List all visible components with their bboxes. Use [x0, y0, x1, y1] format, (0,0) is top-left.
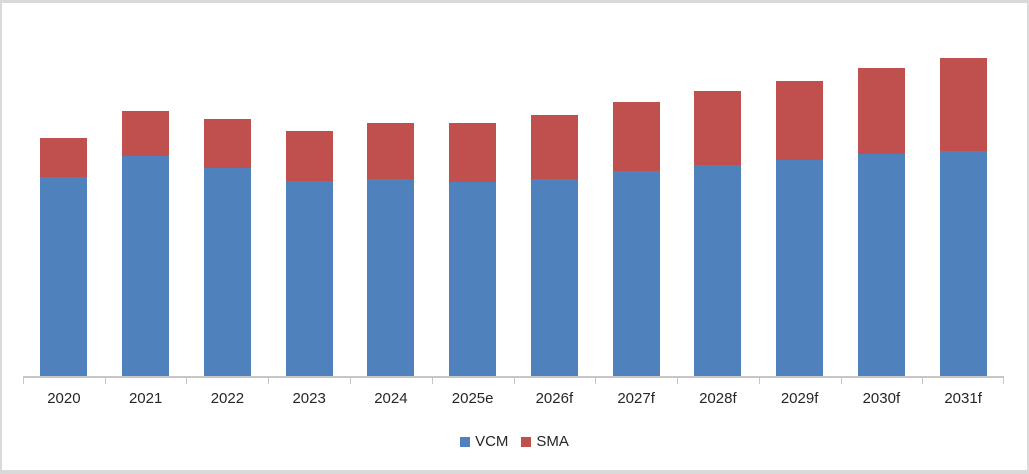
bar-segment-sma-2021: [122, 111, 170, 156]
legend-item-vcm: VCM: [460, 433, 508, 450]
bar-segment-vcm-2024: [367, 179, 415, 376]
category-cell-2027f: [595, 102, 677, 376]
stacked-bar-2020: [40, 137, 88, 376]
stacked-bar-2024: [367, 122, 415, 376]
bar-segment-sma-2023: [285, 131, 333, 181]
category-cell-2023: [268, 131, 350, 376]
category-cell-2021: [105, 111, 187, 376]
stacked-bar-2028f: [694, 90, 742, 376]
bar-segment-sma-2027f: [612, 102, 660, 172]
stacked-bar-2021: [122, 111, 170, 376]
stacked-bar-2026f: [530, 115, 578, 376]
stacked-bar-2030f: [857, 67, 905, 376]
x-axis-label-2026f: 2026f: [535, 390, 574, 407]
x-axis-tick: [268, 376, 270, 384]
stacked-bar-2022: [203, 119, 251, 376]
x-axis-tick: [23, 376, 24, 384]
bar-segment-vcm-2029f: [776, 159, 824, 376]
x-axis-ticks: [23, 376, 1004, 384]
x-axis-label-2031f: 2031f: [944, 390, 982, 407]
bar-segment-vcm-2027f: [612, 171, 660, 376]
category-cell-2030f: [841, 67, 923, 376]
stacked-bar-2031f: [939, 58, 987, 376]
x-axis-tick: [349, 376, 351, 384]
x-axis-label-2025e: 2025e: [451, 390, 494, 407]
x-axis-label-2022: 2022: [210, 390, 245, 407]
bar-segment-vcm-2022: [203, 168, 251, 376]
plot-area: [23, 10, 1004, 376]
x-axis-tick: [513, 376, 515, 384]
stacked-bar-2023: [285, 131, 333, 376]
category-cell-2026f: [514, 115, 596, 376]
bar-segment-vcm-2026f: [530, 178, 578, 376]
bar-segment-sma-2028f: [694, 90, 742, 165]
x-axis-tick: [922, 376, 924, 384]
bar-segment-sma-2029f: [776, 80, 824, 160]
x-axis-label-2024: 2024: [374, 390, 408, 407]
legend-swatch-icon: [521, 436, 532, 447]
x-axis-tick: [186, 376, 188, 384]
bar-segment-vcm-2030f: [857, 153, 905, 376]
x-axis-label-2029f: 2029f: [780, 390, 819, 407]
legend-label: VCM: [475, 433, 509, 450]
category-cell-2031f: [922, 58, 1004, 376]
bar-segment-vcm-2025e: [449, 182, 497, 376]
bar-segment-sma-2030f: [857, 67, 905, 154]
bar-segment-sma-2026f: [530, 115, 578, 179]
x-axis-label-2020: 2020: [47, 390, 81, 407]
category-cell-2022: [187, 119, 269, 376]
bar-segment-sma-2022: [203, 119, 251, 169]
category-cell-2020: [23, 137, 105, 376]
legend: VCM SMA: [2, 433, 1027, 450]
category-cell-2024: [350, 122, 432, 376]
x-axis-tick: [431, 376, 433, 384]
stacked-bar-2027f: [612, 102, 660, 376]
x-axis-labels: 2020 2021 2022 2023 2024 2025e 2026f 2027f 2028f…: [23, 390, 1004, 408]
bar-segment-sma-2024: [367, 122, 415, 180]
category-cell-2028f: [677, 90, 759, 376]
category-cell-2029f: [759, 80, 841, 376]
x-axis-tick: [595, 376, 597, 384]
legend-item-sma: SMA: [521, 433, 569, 450]
x-axis-tick: [676, 376, 678, 384]
x-axis-label-2027f: 2027f: [617, 390, 655, 407]
x-axis-label-2021: 2021: [128, 390, 163, 407]
legend-swatch-icon: [460, 436, 471, 447]
stacked-bar-2025e: [449, 123, 497, 376]
x-axis-tick: [1003, 376, 1004, 384]
bar-segment-sma-2025e: [449, 123, 497, 183]
legend-label: SMA: [536, 433, 569, 450]
x-axis-tick: [840, 376, 842, 384]
bar-segment-sma-2020: [40, 137, 88, 177]
bar-segment-vcm-2031f: [939, 150, 987, 376]
bar-segment-vcm-2020: [40, 176, 88, 376]
x-axis-label-2028f: 2028f: [699, 390, 737, 407]
bar-segment-vcm-2028f: [694, 164, 742, 376]
category-cell-2025e: [432, 123, 514, 376]
bar-segment-vcm-2023: [285, 180, 333, 376]
x-axis-label-2030f: 2030f: [862, 390, 901, 407]
bar-segment-sma-2031f: [939, 58, 987, 151]
x-axis-tick: [104, 376, 106, 384]
stacked-bar-2029f: [776, 80, 824, 376]
x-axis-label-2023: 2023: [292, 390, 326, 407]
x-axis-tick: [758, 376, 760, 384]
bars-container: [23, 10, 1004, 376]
bar-segment-vcm-2021: [122, 156, 170, 376]
